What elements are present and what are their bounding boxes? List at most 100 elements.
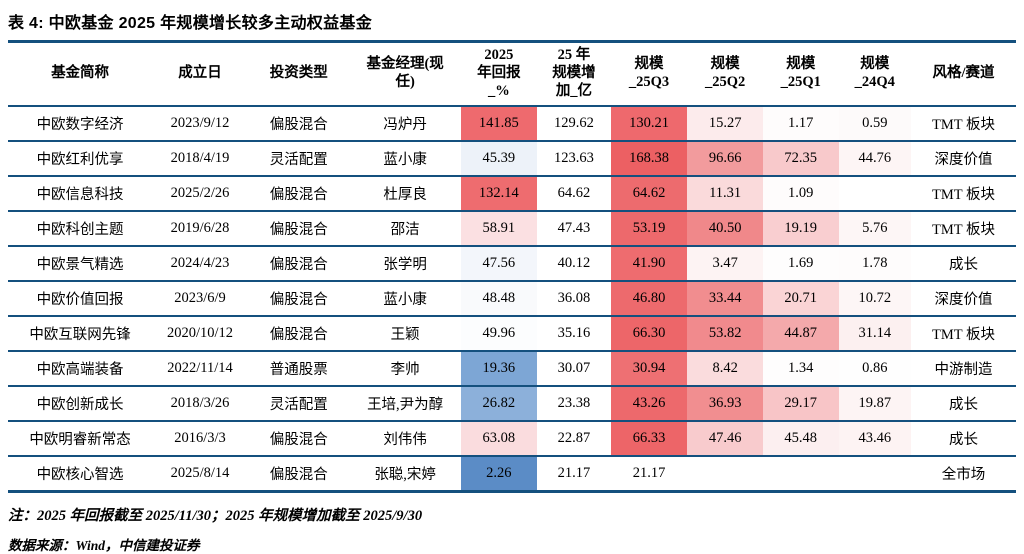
- cell-add25: 21.17: [537, 455, 611, 492]
- table-title: 表 4: 中欧基金 2025 年规模增长较多主动权益基金: [8, 15, 373, 32]
- cell-q1: 1.69: [762, 245, 839, 281]
- cell-name: 中欧价值回报: [8, 280, 153, 316]
- cell-q2: 36.93: [687, 385, 763, 421]
- cell-type: 偏股混合: [247, 420, 350, 456]
- cell-add25: 36.08: [537, 280, 611, 316]
- column-header-q1: 规模 _25Q1: [762, 41, 839, 107]
- cell-q4: 43.46: [838, 420, 912, 456]
- cell-date: 2018/4/19: [152, 140, 248, 176]
- table-notes: 注：2025 年回报截至 2025/11/30；2025 年规模增加截至 202…: [8, 504, 1016, 554]
- cell-ret2025: 26.82: [460, 385, 538, 421]
- cell-q4: 19.87: [838, 385, 912, 421]
- cell-date: 2019/6/28: [152, 210, 248, 246]
- cell-name: 中欧数字经济: [36, 117, 124, 133]
- cell-style: TMT 板块: [911, 315, 1016, 351]
- table-row: 中欧景气精选 2024/4/23 偏股混合 张学明 47.56 40.12 41.90 3.4…: [8, 245, 1016, 281]
- cell-manager: 杜厚良: [349, 175, 461, 211]
- cell-q2: 3.47: [687, 245, 763, 281]
- column-header-date: 成立日: [152, 41, 248, 107]
- cell-q2: [687, 455, 763, 492]
- cell-q3: 130.21: [610, 106, 688, 141]
- cell-style: 中游制造: [911, 350, 1016, 386]
- cell-style: 深度价值: [911, 140, 1016, 176]
- column-header-q4: 规模 _24Q4: [838, 41, 912, 107]
- cell-q4: 0.59: [838, 106, 912, 141]
- cell-type: 偏股混合: [247, 280, 350, 316]
- cell-date: 2025/8/14: [152, 455, 248, 492]
- cell-name: 中欧互联网先锋: [8, 315, 153, 351]
- cell-date: 2025/2/26: [152, 175, 248, 211]
- cell-q2: 96.66: [687, 140, 763, 176]
- cell-manager: 蓝小康: [349, 280, 461, 316]
- table-header: 基金简称 成立日 投资类型 基金经理(现 任) 2025 年回报 _% 25 年 规模增 …: [8, 41, 1016, 107]
- cell-type: 偏股混合: [247, 210, 350, 246]
- cell-add25: 64.62: [537, 175, 611, 211]
- cell-add25: 129.62: [554, 115, 594, 131]
- fund-table: 基金简称 成立日 投资类型 基金经理(现 任) 2025 年回报 _% 25 年 规模增 …: [8, 40, 1016, 493]
- cell-add25: 30.07: [537, 350, 611, 386]
- cell-style: TMT 板块: [911, 210, 1016, 246]
- table-row: 中欧高端装备 2022/11/14 普通股票 李帅 19.36 30.07 30.94 8.4…: [8, 350, 1016, 386]
- cell-q4: 44.76: [838, 140, 912, 176]
- cell-add25: 47.43: [537, 210, 611, 246]
- cell-q1: 1.34: [762, 350, 839, 386]
- cell-manager: 蓝小康: [349, 140, 461, 176]
- table-row: 中欧红利优享 2018/4/19 灵活配置 蓝小康 45.39 123.63 168.38 9…: [8, 140, 1016, 176]
- cell-date: 2022/11/14: [152, 350, 248, 386]
- cell-q1: 44.87: [762, 315, 839, 351]
- table-row: 中欧明睿新常态 2016/3/3 偏股混合 刘伟伟 63.08 22.87 66.33 47.…: [8, 420, 1016, 456]
- cell-ret2025: 19.36: [460, 350, 538, 386]
- cell-name: 中欧创新成长: [8, 385, 153, 421]
- cell-type: 偏股混合: [247, 315, 350, 351]
- cell-q4: [838, 455, 912, 492]
- cell-ret2025: 58.91: [460, 210, 538, 246]
- cell-q2: 40.50: [687, 210, 763, 246]
- cell-style: 成长: [911, 420, 1016, 456]
- cell-q4: 31.14: [838, 315, 912, 351]
- cell-manager: 刘伟伟: [349, 420, 461, 456]
- table-row: 中欧数字经济 2023/9/12 偏股混合 冯炉丹 141.85 129.62 130.21…: [8, 106, 1016, 141]
- cell-add25: 23.38: [537, 385, 611, 421]
- header-row: 基金简称 成立日 投资类型 基金经理(现 任) 2025 年回报 _% 25 年 规模增 …: [8, 41, 1016, 107]
- cell-q1: [762, 455, 839, 492]
- cell-name: 中欧科创主题: [8, 210, 153, 246]
- cell-q2: 33.44: [687, 280, 763, 316]
- cell-q1: 20.71: [762, 280, 839, 316]
- cell-q4: [838, 175, 912, 211]
- column-header-ret2025: 2025 年回报 _%: [460, 41, 538, 107]
- cell-ret2025: 49.96: [460, 315, 538, 351]
- cell-ret2025: 132.14: [460, 175, 538, 211]
- table-row: 中欧核心智选 2025/8/14 偏股混合 张聪,宋婷 2.26 21.17 21.17 全市…: [8, 455, 1016, 492]
- cell-name: 中欧信息科技: [8, 175, 153, 211]
- cell-q3: 168.38: [610, 140, 688, 176]
- cell-style: TMT 板块: [911, 175, 1016, 211]
- cell-name: 中欧红利优享: [8, 140, 153, 176]
- cell-q2: 47.46: [687, 420, 763, 456]
- column-header-q3: 规模 _25Q3: [610, 41, 688, 107]
- cell-q2: 8.42: [687, 350, 763, 386]
- column-header-type: 投资类型: [247, 41, 350, 107]
- cell-ret2025: 141.85: [460, 106, 538, 141]
- cell-q2: 53.82: [687, 315, 763, 351]
- cell-style: 全市场: [911, 455, 1016, 492]
- cell-date: 2020/10/12: [152, 315, 248, 351]
- cell-date: 2016/3/3: [152, 420, 248, 456]
- cell-date: 2024/4/23: [152, 245, 248, 281]
- cell-type: 普通股票: [247, 350, 350, 386]
- cell-manager: 王培,尹为醇: [349, 385, 461, 421]
- cell-type: 偏股混合: [247, 175, 350, 211]
- cell-style: TMT 板块: [932, 117, 996, 133]
- cell-name: 中欧景气精选: [8, 245, 153, 281]
- cell-q3: 66.33: [610, 420, 688, 456]
- cell-ret2025: 48.48: [460, 280, 538, 316]
- cell-q2: 15.27: [687, 106, 763, 141]
- cell-add25: 40.12: [537, 245, 611, 281]
- cell-q3: 66.30: [610, 315, 688, 351]
- column-header-style: 风格/赛道: [911, 41, 1016, 107]
- cell-manager: 冯炉丹: [383, 117, 427, 133]
- column-header-name: 基金简称: [8, 41, 153, 107]
- table-row: 中欧互联网先锋 2020/10/12 偏股混合 王颖 49.96 35.16 66.30 53…: [8, 315, 1016, 351]
- cell-q3: 53.19: [610, 210, 688, 246]
- cell-type: 灵活配置: [247, 385, 350, 421]
- table-row: 中欧价值回报 2023/6/9 偏股混合 蓝小康 48.48 36.08 46.80 33.4…: [8, 280, 1016, 316]
